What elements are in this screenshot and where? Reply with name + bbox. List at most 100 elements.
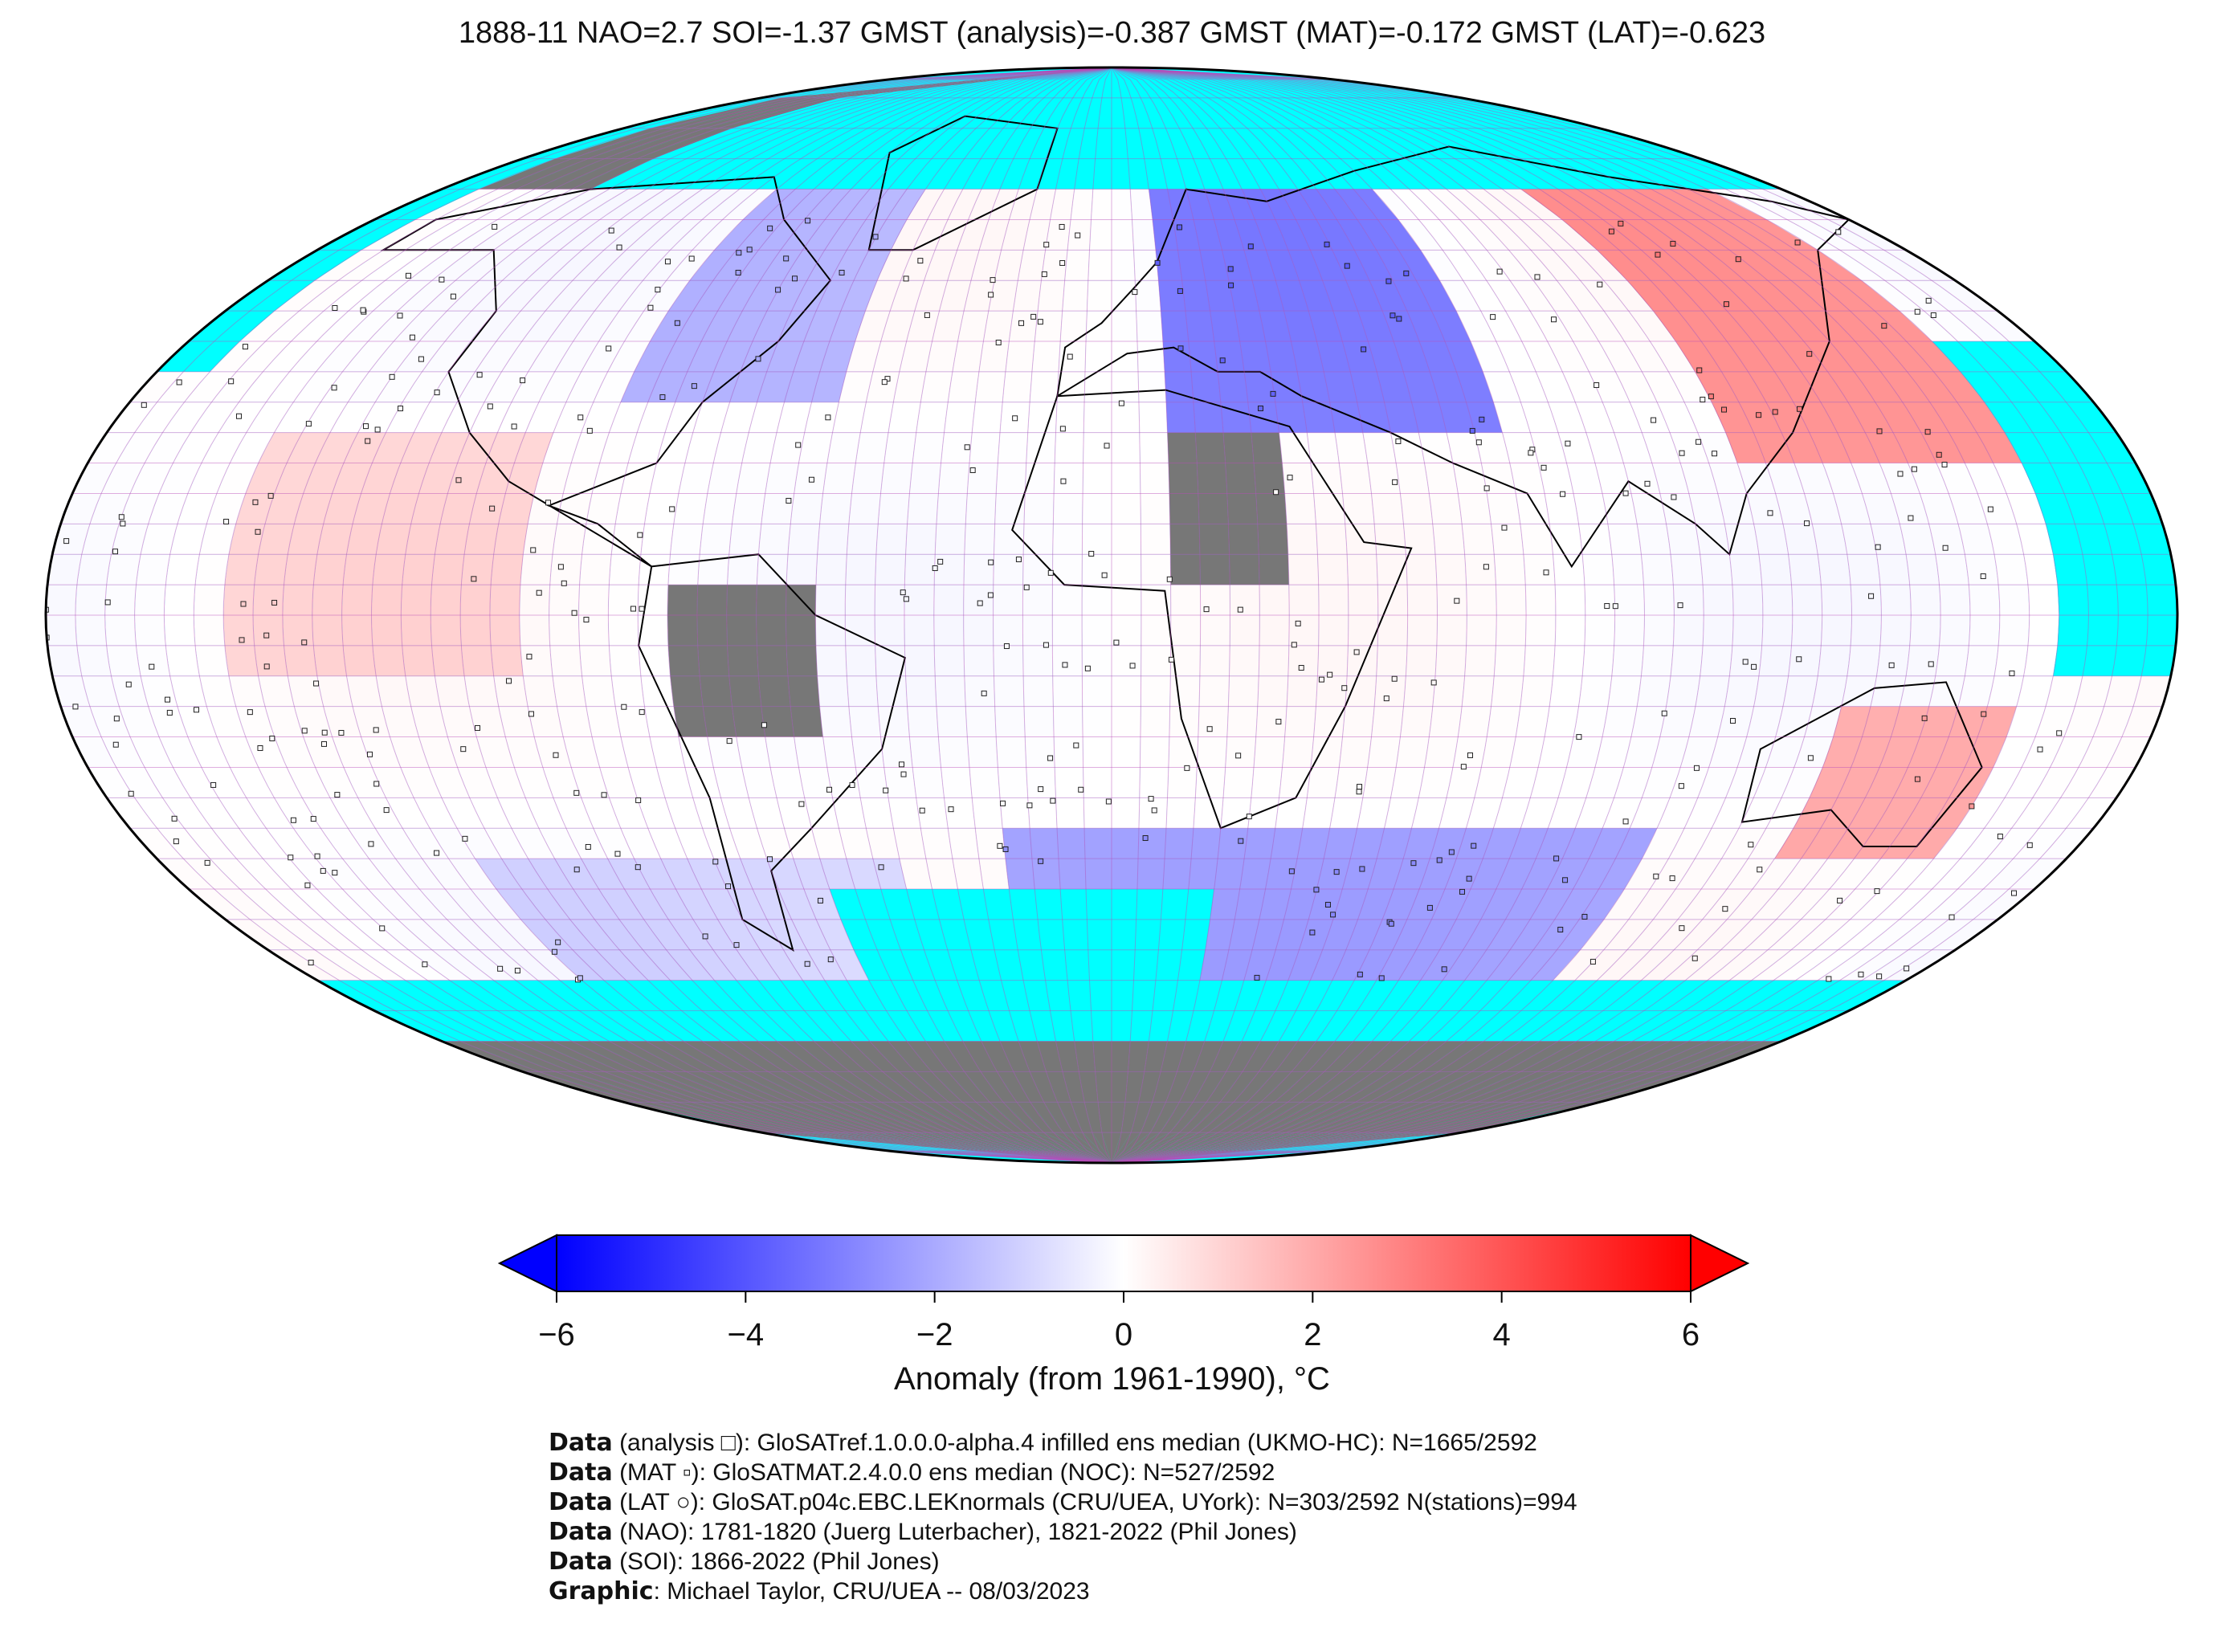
- station-marker: [1002, 846, 1009, 852]
- colorbar-gradient: [556, 1234, 1691, 1292]
- grid-cell: [816, 919, 855, 950]
- grid-cell: [1483, 189, 1542, 220]
- grid-cell: [696, 585, 728, 615]
- grid-cell: [1185, 1010, 1214, 1042]
- station-marker: [1030, 313, 1037, 320]
- grid-cell: [1193, 1041, 1224, 1072]
- station-marker: [606, 345, 612, 352]
- grid-cell: [1297, 828, 1330, 859]
- grid-cell: [904, 615, 935, 646]
- grid-cell: [479, 949, 538, 981]
- station-marker: [374, 426, 381, 433]
- grid-cell: [1585, 432, 1624, 463]
- grid-cell: [343, 432, 386, 463]
- colorbar-min-extend: [497, 1234, 557, 1293]
- grid-cell: [1199, 675, 1230, 707]
- grid-cell: [1436, 585, 1467, 615]
- grid-cell: [291, 889, 349, 920]
- grid-cell: [538, 1071, 651, 1103]
- grid-cell: [1074, 158, 1096, 190]
- grid-cell: [868, 980, 908, 1011]
- grid-cell: [1199, 250, 1229, 281]
- meridian-line: [904, 67, 1112, 1163]
- grid-cell: [1566, 736, 1602, 768]
- grid-cell: [216, 463, 259, 494]
- grid-cell: [1260, 1010, 1296, 1042]
- land-outlines: [380, 115, 1983, 952]
- grid-cell: [916, 402, 949, 433]
- grid-cell: [1884, 919, 1949, 950]
- station-marker: [1712, 451, 1718, 457]
- grid-cell: [735, 128, 814, 159]
- grid-cell: [1342, 706, 1375, 737]
- grid-cell: [129, 371, 184, 402]
- source-soi: Data (SOI): 1866-2022 (Phil Jones): [549, 1548, 940, 1576]
- grid-cell: [1424, 736, 1459, 768]
- grid-cell: [819, 493, 852, 524]
- grid-cell: [471, 219, 539, 251]
- grid-cell: [1998, 615, 2030, 646]
- station-marker: [804, 961, 810, 967]
- grid-cell: [1394, 859, 1430, 889]
- grid-cell: [988, 280, 1018, 312]
- grid-cell: [314, 250, 384, 281]
- grid-cell: [263, 341, 317, 372]
- station-marker: [63, 538, 70, 545]
- grid-cell: [1009, 1010, 1038, 1042]
- grid-cell: [946, 1132, 1112, 1163]
- grid-cell: [316, 859, 369, 889]
- grid-cell: [1420, 250, 1463, 281]
- grid-cell: [604, 980, 662, 1011]
- grid-cell: [1259, 311, 1292, 341]
- grid-cell: [718, 1071, 800, 1103]
- grid-cell: [1812, 675, 1847, 707]
- grid-cell: [761, 1132, 1112, 1163]
- grid-cell: [141, 524, 178, 555]
- grid-cell: [1052, 675, 1083, 707]
- grid-cell: [720, 1041, 785, 1072]
- grid-cell: [806, 250, 847, 281]
- grid-cell: [157, 341, 214, 372]
- grid-cell: [1585, 1041, 1671, 1072]
- grid-cell: [1720, 919, 1777, 950]
- grid-cell: [1430, 828, 1467, 859]
- grid-cell: [847, 980, 887, 1011]
- station-marker: [1618, 220, 1624, 226]
- grid-cell: [1553, 949, 1604, 981]
- grid-cell: [130, 736, 173, 768]
- grid-cell: [1486, 919, 1531, 950]
- station-marker: [1291, 642, 1297, 648]
- grid-cell: [1876, 645, 1910, 676]
- station-marker: [379, 925, 386, 932]
- grid-cell: [1548, 797, 1586, 829]
- grid-cell: [832, 797, 867, 829]
- grid-cell: [933, 615, 964, 646]
- grid-cell: [1112, 1132, 1141, 1163]
- grid-cell: [825, 1010, 870, 1042]
- grid-cell: [1673, 585, 1704, 615]
- grid-cell: [1084, 341, 1112, 372]
- grid-cell: [2104, 675, 2142, 707]
- grid-cell: [788, 675, 820, 707]
- grid-cell: [1200, 615, 1230, 646]
- grid-cell: [1367, 463, 1401, 494]
- grid-cell: [1707, 250, 1768, 281]
- station-marker: [1981, 711, 1987, 717]
- grid-cell: [581, 797, 621, 829]
- grid-cell: [1582, 554, 1614, 585]
- grid-cell: [1084, 97, 1102, 128]
- grid-cell: [1833, 706, 1871, 737]
- grid-cell: [1821, 585, 1852, 615]
- grid-cell: [727, 311, 767, 341]
- grid-cell: [1906, 859, 1961, 889]
- grid-cell: [1112, 1132, 1404, 1163]
- grid-cell: [1031, 341, 1061, 372]
- grid-cell: [1001, 219, 1030, 251]
- grid-cell: [1244, 371, 1275, 402]
- grid-cell: [1342, 1071, 1406, 1103]
- grid-cell: [1390, 189, 1439, 220]
- grid-cell: [1666, 524, 1700, 555]
- grid-cell: [2046, 675, 2083, 707]
- grid-cell: [1520, 675, 1553, 707]
- grid-cell: [1603, 280, 1654, 312]
